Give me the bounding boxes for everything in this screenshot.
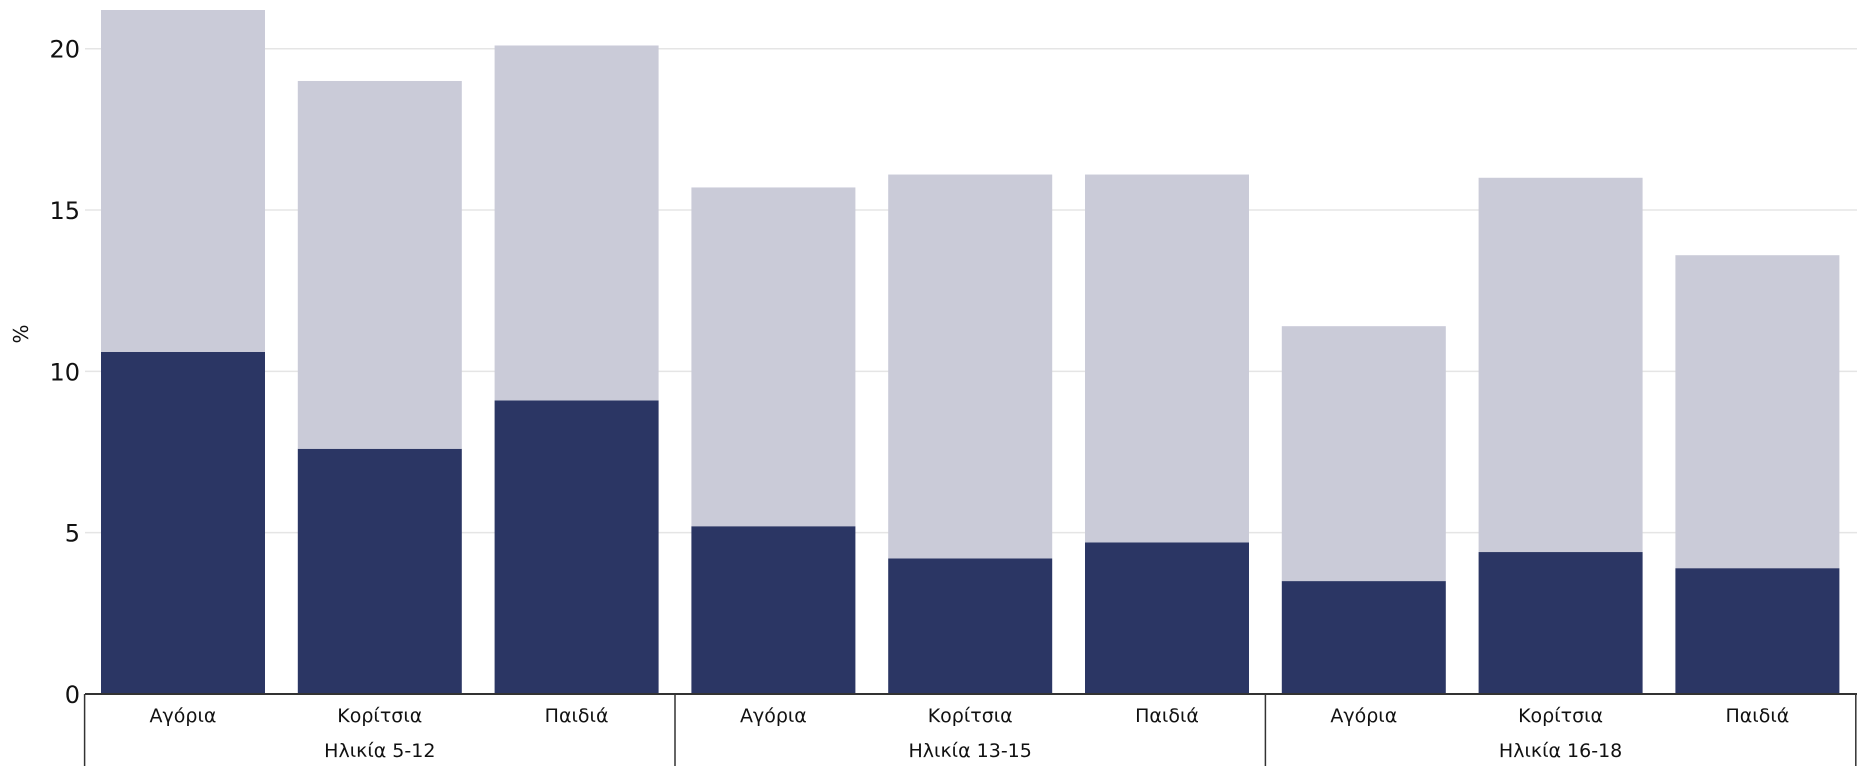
- bar-segment-lower: [1478, 552, 1643, 694]
- x-category-label: Παιδιά: [545, 705, 609, 727]
- bar-segment-lower: [297, 448, 462, 694]
- bar-segment-lower: [888, 558, 1053, 694]
- bar-segment-lower: [1281, 581, 1446, 694]
- bar-segment-lower: [1675, 568, 1840, 694]
- bar-segment-upper: [1478, 177, 1643, 553]
- bar-segment-lower: [494, 400, 659, 694]
- x-category-label: Κορίτσια: [928, 705, 1013, 727]
- bar-segment-upper: [888, 174, 1053, 559]
- x-category-label: Κορίτσια: [1518, 705, 1603, 727]
- bar-segment-upper: [1281, 326, 1446, 582]
- y-tick-label: 10: [49, 358, 80, 386]
- y-axis-label: %: [9, 324, 33, 343]
- bars: [101, 10, 1840, 694]
- axes: 0 5 10 15 20 Αγόρια Κορίτσια Παιδιά Ηλικία 5-12 Α…: [49, 36, 1857, 766]
- bar-segment-lower: [1085, 542, 1249, 694]
- y-tick-label: 20: [49, 36, 80, 64]
- x-category-label: Κορίτσια: [337, 705, 422, 727]
- x-category-label: Αγόρια: [1330, 705, 1397, 727]
- bar-segment-upper: [494, 45, 659, 401]
- x-group-label: Ηλικία 13-15: [909, 740, 1032, 762]
- bar-segment-upper: [297, 80, 462, 449]
- y-tick-label: 5: [65, 520, 80, 548]
- x-group-label: Ηλικία 16-18: [1499, 740, 1622, 762]
- bar-segment-lower: [691, 526, 856, 694]
- x-category-label: Αγόρια: [150, 705, 217, 727]
- y-tick-label: 0: [65, 681, 80, 709]
- bar-segment-upper: [101, 10, 265, 352]
- bar-segment-upper: [691, 187, 856, 527]
- x-group-label: Ηλικία 5-12: [324, 740, 435, 762]
- x-category-label: Αγόρια: [740, 705, 807, 727]
- bar-segment-lower: [101, 352, 265, 694]
- bar-segment-upper: [1675, 255, 1840, 569]
- bar-segment-upper: [1085, 174, 1249, 543]
- y-tick-label: 15: [49, 197, 80, 225]
- x-category-label: Παιδιά: [1725, 705, 1789, 727]
- x-category-label: Παιδιά: [1135, 705, 1199, 727]
